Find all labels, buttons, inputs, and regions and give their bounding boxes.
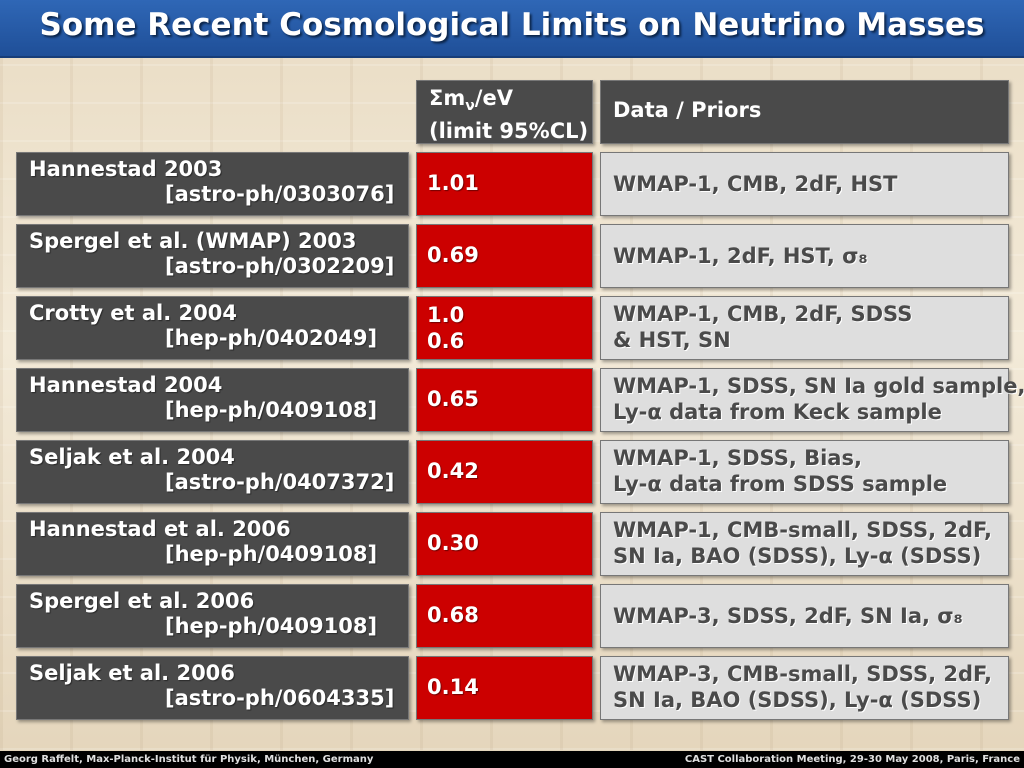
footer-author: Georg Raffelt, Max-Planck-Institut für P… [4, 754, 374, 765]
reference-author: Spergel et al. (WMAP) 2003 [29, 229, 357, 253]
data-priors-text: WMAP-1, SDSS, Bias, [613, 446, 862, 470]
data-priors-box: WMAP-1, CMB, 2dF, HST [600, 152, 1009, 216]
reference-box: Hannestad et al. 2006 [hep-ph/0409108] [16, 512, 409, 576]
sum-unit: /eV [474, 86, 513, 110]
data-priors-box: WMAP-1, 2dF, HST, σ₈ [600, 224, 1009, 288]
mass-limit-box: 0.42 [416, 440, 593, 504]
data-priors-box: WMAP-3, CMB-small, SDSS, 2dF, SN Ia, BAO … [600, 656, 1009, 720]
data-priors-text: WMAP-1, CMB-small, SDSS, 2dF, [613, 518, 992, 542]
mass-limit-box: 1.0 0.6 [416, 296, 593, 360]
mass-limit-value: 1.0 [427, 303, 465, 327]
reference-box: Hannestad 2004 [hep-ph/0409108] [16, 368, 409, 432]
reference-author: Hannestad 2004 [29, 373, 223, 397]
reference-box: Spergel et al. (WMAP) 2003 [astro-ph/0302… [16, 224, 409, 288]
mass-limit-value: 0.65 [427, 387, 479, 411]
reference-box: Spergel et al. 2006 [hep-ph/0409108] [16, 584, 409, 648]
reference-author: Seljak et al. 2004 [29, 445, 235, 469]
reference-arxiv-id: [astro-ph/0303076] [165, 182, 395, 206]
reference-arxiv-id: [hep-ph/0409108] [165, 542, 378, 566]
reference-author: Spergel et al. 2006 [29, 589, 255, 613]
reference-arxiv-id: [astro-ph/0302209] [165, 254, 395, 278]
reference-box: Seljak et al. 2006 [astro-ph/0604335] [16, 656, 409, 720]
reference-author: Hannestad 2003 [29, 157, 223, 181]
mass-limit-box: 0.14 [416, 656, 593, 720]
mass-limit-value: 0.6 [427, 329, 465, 353]
slide-title: Some Recent Cosmological Limits on Neutr… [39, 7, 985, 43]
data-priors-text: Ly-α data from SDSS sample [613, 472, 948, 496]
reference-author: Hannestad et al. 2006 [29, 517, 291, 541]
data-priors-text: SN Ia, BAO (SDSS), Ly-α (SDSS) [613, 688, 982, 712]
reference-arxiv-id: [astro-ph/0604335] [165, 686, 395, 710]
data-priors-text: WMAP-1, CMB, 2dF, SDSS [613, 302, 913, 326]
data-priors-text: WMAP-3, SDSS, 2dF, SN Ia, σ₈ [613, 604, 963, 628]
data-priors-box: WMAP-1, SDSS, Bias, Ly-α data from SDSS s… [600, 440, 1009, 504]
reference-box: Seljak et al. 2004 [astro-ph/0407372] [16, 440, 409, 504]
header-limit-label: Σmν/eV (limit 95%CL) [429, 86, 588, 144]
reference-arxiv-id: [hep-ph/0402049] [165, 326, 378, 350]
mass-limit-value: 0.30 [427, 531, 479, 555]
mass-limit-box: 0.69 [416, 224, 593, 288]
reference-box: Hannestad 2003 [astro-ph/0303076] [16, 152, 409, 216]
mass-limit-value: 0.69 [427, 243, 479, 267]
reference-author: Crotty et al. 2004 [29, 301, 237, 325]
mass-limit-value: 1.01 [427, 171, 479, 195]
sum-symbol: Σm [429, 86, 466, 110]
mass-limit-value: 0.68 [427, 603, 479, 627]
data-priors-box: WMAP-3, SDSS, 2dF, SN Ia, σ₈ [600, 584, 1009, 648]
data-priors-text: WMAP-3, CMB-small, SDSS, 2dF, [613, 662, 992, 686]
mass-limit-box: 0.30 [416, 512, 593, 576]
header-data-box: Data / Priors [600, 80, 1009, 144]
data-priors-text: SN Ia, BAO (SDSS), Ly-α (SDSS) [613, 544, 982, 568]
data-priors-text: WMAP-1, CMB, 2dF, HST [613, 172, 898, 196]
reference-author: Seljak et al. 2006 [29, 661, 235, 685]
reference-arxiv-id: [astro-ph/0407372] [165, 470, 395, 494]
mass-limit-value: 0.14 [427, 675, 479, 699]
reference-arxiv-id: [hep-ph/0409108] [165, 398, 378, 422]
header-limit-box: Σmν/eV (limit 95%CL) [416, 80, 593, 144]
reference-arxiv-id: [hep-ph/0409108] [165, 614, 378, 638]
data-priors-box: WMAP-1, CMB, 2dF, SDSS & HST, SN [600, 296, 1009, 360]
sum-subscript: ν [465, 98, 475, 115]
data-priors-text: WMAP-1, SDSS, SN Ia gold sample, [613, 374, 1024, 398]
title-bar: Some Recent Cosmological Limits on Neutr… [0, 0, 1024, 58]
data-priors-text: WMAP-1, 2dF, HST, σ₈ [613, 244, 868, 268]
footer: Georg Raffelt, Max-Planck-Institut für P… [0, 751, 1024, 768]
data-priors-box: WMAP-1, SDSS, SN Ia gold sample, Ly-α dat… [600, 368, 1024, 432]
footer-event: CAST Collaboration Meeting, 29-30 May 20… [684, 754, 1020, 765]
mass-limit-box: 1.01 [416, 152, 593, 216]
data-priors-box: WMAP-1, CMB-small, SDSS, 2dF, SN Ia, BAO … [600, 512, 1009, 576]
mass-limit-value: 0.42 [427, 459, 479, 483]
data-priors-text: & HST, SN [613, 328, 731, 352]
sum-limit-note: (limit 95%CL) [429, 119, 589, 144]
mass-limit-box: 0.65 [416, 368, 593, 432]
reference-box: Crotty et al. 2004 [hep-ph/0402049] [16, 296, 409, 360]
mass-limit-box: 0.68 [416, 584, 593, 648]
data-priors-text: Ly-α data from Keck sample [613, 400, 942, 424]
header-data-label: Data / Priors [613, 98, 762, 122]
